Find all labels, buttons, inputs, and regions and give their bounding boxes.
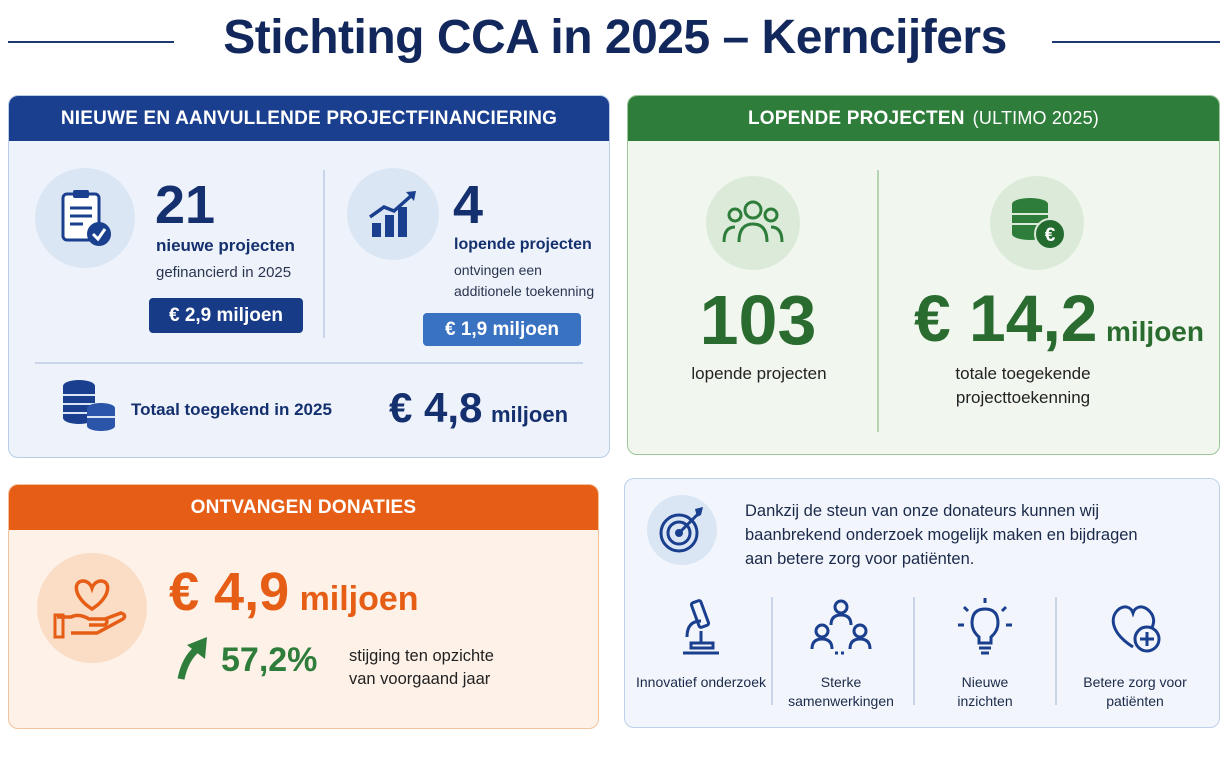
awarded-total: € 14,2 miljoen [914,280,1204,356]
donations-card: ONTVANGEN DONATIES € 4,9 miljoen 57,2% s… [8,484,599,729]
target-icon [647,495,717,565]
total-amount: € 4,8 [389,384,483,431]
pillar-label-4a: Betere zorg voor [1083,674,1187,690]
financing-card: NIEUWE EN AANVULLENDE PROJECTFINANCIERIN… [8,95,610,458]
total-divider [35,362,583,364]
lightbulb-icon [915,597,1055,661]
pillar-label-2a: Sterke [820,674,862,690]
running-projects-sublabel-1: ontvingen een [454,262,542,278]
running-header-main: LOPENDE PROJECTEN [748,107,965,129]
new-projects-label: nieuwe projecten [156,236,295,255]
title-row: Stichting CCA in 2025 – Kerncijfers [0,0,1230,80]
microscope-icon [631,597,771,661]
column-divider [323,170,325,338]
running-projects-card: LOPENDE PROJECTEN (ULTIMO 2025) 103 lope… [627,95,1220,455]
financing-header: NIEUWE EN AANVULLENDE PROJECTFINANCIERIN… [9,96,609,141]
donation-amount: € 4,9 [169,562,290,622]
euro-coins-icon: € [990,176,1084,270]
pillar-collaborations: Sterke samenwerkingen [771,597,911,709]
impact-text: Dankzij de steun van onze donateurs kunn… [745,499,1205,571]
title-rule-right [1052,41,1220,43]
growth-text: stijging ten opzichte van voorgaand jaar [349,645,494,691]
running-projects-amount: € 1,9 miljoen [423,313,581,346]
running-header-sub: (ULTIMO 2025) [972,108,1099,128]
pillar-innovative-research: Innovatief onderzoek [631,597,771,690]
donation-unit: miljoen [299,580,419,618]
awarded-label-1: totale toegekende [955,364,1091,383]
pillar-divider-2 [913,597,915,705]
running-count-label: lopende projecten [691,364,827,383]
pillar-better-care: Betere zorg voor patiënten [1065,597,1205,709]
running-divider [877,170,879,432]
running-count: 103 [699,281,817,359]
awarded-label-2: projecttoekenning [955,388,1091,407]
new-projects-amount: € 2,9 miljoen [149,298,303,333]
pillar-label-1a: Innovatief onderzoek [636,674,766,690]
coins-icon [59,376,119,439]
people-group-icon [706,176,800,270]
new-projects-count: 21 [155,175,216,235]
total-unit: miljoen [491,402,569,427]
awarded-unit: miljoen [1105,316,1204,347]
pillar-label-3b: inzichten [957,693,1013,709]
running-projects-sublabel-2: additionele toekenning [454,283,595,299]
impact-card: Dankzij de steun van onze donateurs kunn… [624,478,1220,728]
impact-text-1: Dankzij de steun van onze donateurs kunn… [745,502,1100,520]
title-rule-left [8,41,174,43]
pillar-divider-3 [1055,597,1057,705]
collaboration-icon [771,597,911,661]
donations-header: ONTVANGEN DONATIES [9,485,598,530]
growth-arrow-icon [177,635,213,686]
svg-text:€: € [1045,225,1056,246]
new-projects-sublabel: gefinancierd in 2025 [156,264,292,281]
clipboard-check-icon [35,168,135,268]
impact-text-3: aan betere zorg voor patiënten. [745,550,975,568]
running-projects-label: lopende projecten [454,236,592,253]
growth-text-2: van voorgaand jaar [349,670,491,688]
heart-hand-icon [37,553,147,663]
heart-plus-icon [1065,597,1205,661]
page-title: Stichting CCA in 2025 – Kerncijfers [223,11,1007,64]
total-label: Totaal toegekend in 2025 [131,400,332,419]
pillar-new-insights: Nieuwe inzichten [915,597,1055,709]
awarded-amount: € 14,2 [914,281,1098,355]
running-header: LOPENDE PROJECTEN (ULTIMO 2025) [628,96,1219,141]
pillar-divider-1 [771,597,773,705]
growth-chart-icon [347,168,439,260]
running-projects-count: 4 [453,175,484,235]
impact-text-2: baanbrekend onderzoek mogelijk maken en … [745,526,1138,544]
pillar-label-3a: Nieuwe [961,674,1009,690]
donation-total: € 4,9 miljoen [169,561,419,623]
donation-growth: 57,2% [221,641,318,679]
growth-text-1: stijging ten opzichte [349,647,494,665]
pillar-label-4b: patiënten [1106,693,1164,709]
pillar-label-2b: samenwerkingen [788,693,894,709]
